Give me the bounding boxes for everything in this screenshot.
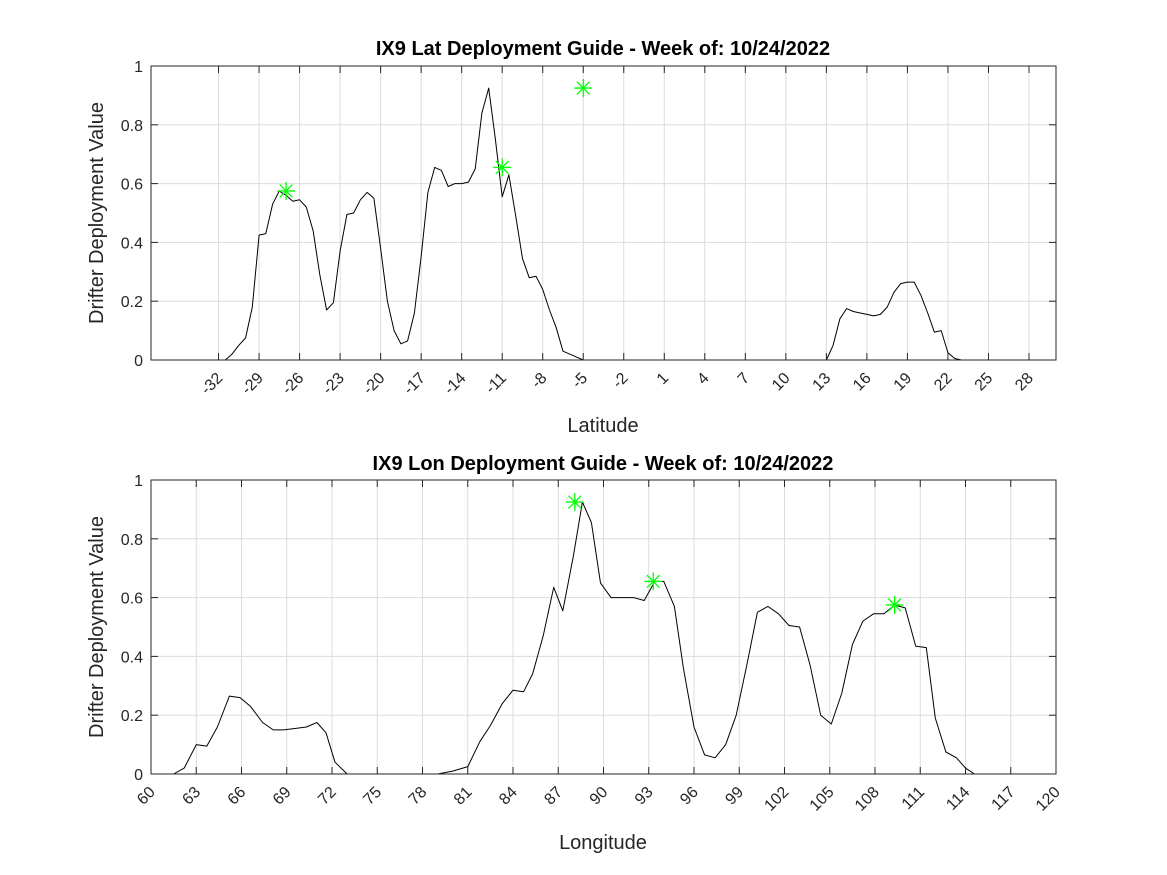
lon-x-tick-label: 108 <box>852 784 883 815</box>
lat-x-tick-label: -23 <box>320 370 348 398</box>
lon-y-axis-label: Drifter Deployment Value <box>86 516 108 738</box>
lat-x-tick-label: -26 <box>279 370 307 398</box>
lat-y-tick-label: 0 <box>134 353 143 370</box>
lat-axes-box <box>150 65 1057 361</box>
lon-x-tick-label: 81 <box>451 784 476 809</box>
lat-x-tick-label: 22 <box>931 370 956 395</box>
lat-x-tick-label: -8 <box>528 370 550 392</box>
lat-peak-marker <box>574 79 593 98</box>
lat-x-tick-label: 4 <box>694 370 712 388</box>
lon-x-tick-label: 99 <box>722 784 747 809</box>
lat-x-tick-label: -17 <box>401 370 429 398</box>
lon-x-tick-label: 90 <box>587 784 612 809</box>
lat-x-tick-label: 13 <box>810 370 835 395</box>
lon-x-tick-label: 105 <box>807 784 838 815</box>
lat-axes-background <box>151 66 1056 360</box>
lon-x-tick-label: 60 <box>134 784 159 809</box>
lon-series <box>173 501 975 775</box>
lat-y-tick-label: 1 <box>134 59 143 76</box>
lon-y-tick-label: 0.8 <box>121 532 143 549</box>
lat-y-ticks: 0 0.2 0.4 0.6 0.8 1 <box>121 59 1056 370</box>
lat-chart-title: IX9 Lat Deployment Guide - Week of: 10/2… <box>376 38 830 60</box>
lon-y-tick-label: 0.2 <box>121 708 143 725</box>
lat-x-axis-label: Latitude <box>567 415 638 437</box>
lat-peak-marker <box>277 181 296 200</box>
lat-y-axis-label: Drifter Deployment Value <box>86 102 108 324</box>
lon-peak-marker <box>644 572 663 591</box>
lat-x-tick-label: 25 <box>972 370 997 395</box>
lat-x-tick-label: 28 <box>1012 370 1037 395</box>
lon-x-axis-label: Longitude <box>559 832 647 854</box>
lat-markers <box>277 79 593 200</box>
lon-x-tick-label: 63 <box>179 784 204 809</box>
lat-peak-marker <box>493 158 512 177</box>
lon-panel: 60 63 66 69 72 75 78 81 84 87 90 93 96 99 102 105 108 111… <box>86 453 1064 854</box>
lon-y-ticks: 0 0.2 0.4 0.6 0.8 1 <box>121 473 1056 784</box>
lon-grid <box>150 479 1057 775</box>
lon-x-tick-label: 96 <box>677 784 702 809</box>
lat-x-tick-label: 7 <box>735 370 753 388</box>
lat-x-tick-label: -11 <box>482 370 510 398</box>
lat-x-tick-label: -32 <box>198 370 226 398</box>
lat-y-tick-label: 0.4 <box>121 235 143 252</box>
lon-x-tick-label: 102 <box>761 784 792 815</box>
lon-x-tick-label: 75 <box>360 784 385 809</box>
lon-markers <box>565 493 904 614</box>
lon-x-tick-label: 93 <box>632 784 657 809</box>
lon-x-tick-label: 66 <box>225 784 250 809</box>
lat-x-tick-label: 10 <box>769 370 794 395</box>
lon-y-tick-label: 1 <box>134 473 143 490</box>
lat-x-tick-label: -14 <box>441 370 469 398</box>
lon-chart-title: IX9 Lon Deployment Guide - Week of: 10/2… <box>373 453 834 475</box>
lon-y-tick-label: 0.4 <box>121 649 143 666</box>
lat-x-tick-label: -20 <box>360 370 388 398</box>
lat-y-tick-label: 0.8 <box>121 118 143 135</box>
lon-x-tick-label: 72 <box>315 784 340 809</box>
lon-y-tick-label: 0 <box>134 767 143 784</box>
lat-x-tick-label: 19 <box>891 370 916 395</box>
lat-x-tick-label: 16 <box>850 370 875 395</box>
lat-x-tick-label: 1 <box>654 370 672 388</box>
lon-x-tick-label: 117 <box>989 784 1019 814</box>
lon-x-tick-label: 84 <box>496 784 521 809</box>
lon-x-tick-label: 120 <box>1033 784 1064 815</box>
lon-x-tick-label: 111 <box>899 784 928 813</box>
lon-x-tick-label: 114 <box>943 784 973 814</box>
lat-y-tick-label: 0.2 <box>121 294 143 311</box>
lat-y-tick-label: 0.6 <box>121 177 143 194</box>
lon-peak-marker <box>565 493 584 512</box>
lon-x-tick-label: 69 <box>270 784 295 809</box>
lon-y-tick-label: 0.6 <box>121 591 143 608</box>
lat-panel: -32 -29 -26 -23 -20 -17 -14 -11 -8 -5 -2 1 4 7 10 13 16 1… <box>86 38 1057 437</box>
lat-x-tick-label: -2 <box>610 370 632 392</box>
lon-series-line <box>173 501 975 775</box>
lat-x-tick-label: -5 <box>569 370 591 392</box>
lon-x-tick-label: 87 <box>541 784 566 809</box>
lat-x-tick-label: -29 <box>239 370 267 398</box>
lon-peak-marker <box>885 595 904 614</box>
lon-x-tick-label: 78 <box>406 784 431 809</box>
